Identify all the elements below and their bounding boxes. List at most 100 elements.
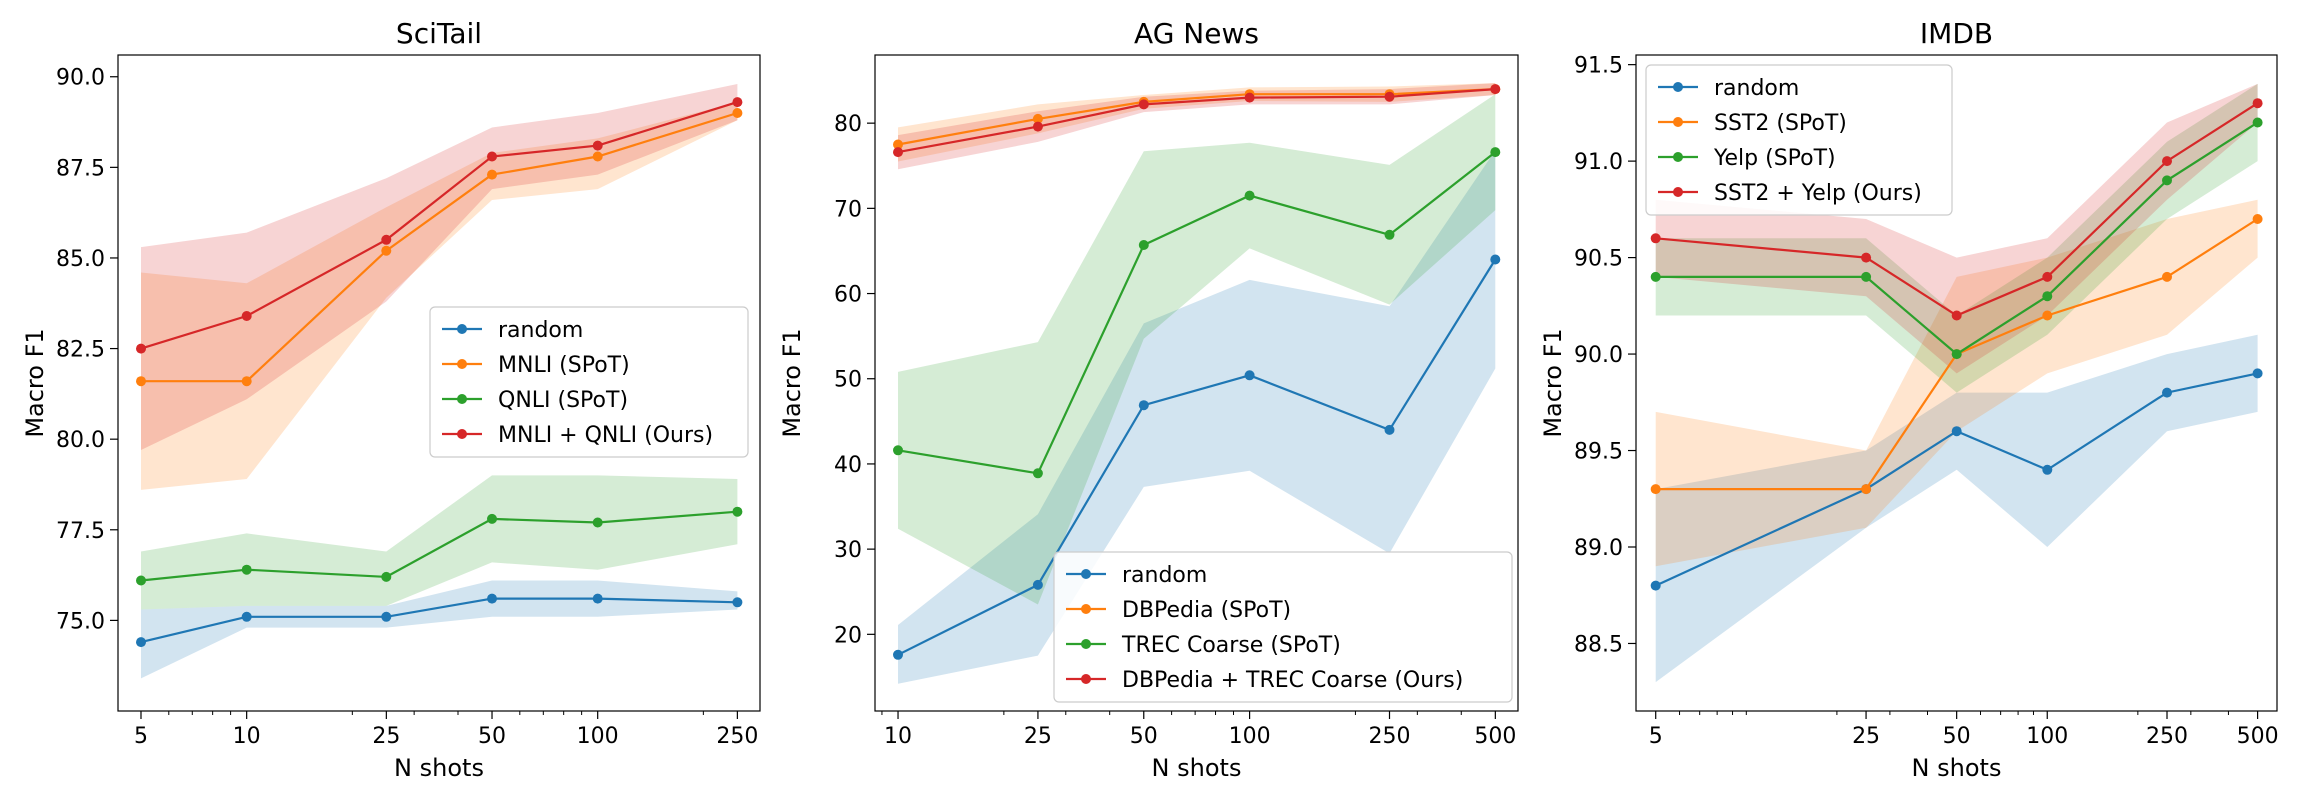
data-point [2252,214,2263,224]
legend-label: QNLI (SPoT) [498,388,628,413]
data-point [136,376,146,387]
y-tick-label: 90.0 [1574,343,1623,368]
series-line-2 [1655,218,2259,491]
data-point [2042,271,2053,282]
data-point [1384,91,1395,102]
legend-marker [1081,604,1091,614]
x-tick-label: 5 [1649,724,1663,749]
legend-marker [1673,187,1683,197]
chart-title: SciTail [396,17,482,50]
data-point [1138,400,1149,411]
data-point [2042,464,2053,475]
legend-label: random [1122,563,1207,588]
data-point [136,637,146,648]
data-point [241,564,252,575]
data-point [487,169,497,180]
data-point [487,593,497,604]
data-point [487,513,497,524]
x-tick-label: 100 [1229,724,1271,749]
y-tick-label: 89.0 [1574,536,1623,561]
x-axis-label: N shots [394,754,484,782]
x-tick-label: 50 [478,724,506,749]
y-tick-label: 90.5 [1574,247,1623,272]
data-point [893,139,903,150]
data-point [893,649,903,660]
data-point [2162,156,2172,167]
data-point [2162,387,2172,398]
band-1 [1655,334,2258,683]
data-point [1861,252,1872,263]
band-3 [1655,83,2258,393]
data-point [1384,424,1395,435]
panel-1: 5 10 25 50 100 250 75.0 77.5 80.0 82.5 85.0 87.5 90.… [21,17,761,782]
data-point [1490,84,1501,95]
series-line-2 [141,111,738,383]
data-point [1244,370,1255,381]
legend-label: Yelp (SPoT) [1713,146,1836,171]
data-point [381,245,392,256]
y-tick-label: 20 [834,623,862,648]
x-tick-label: 100 [2026,724,2068,749]
legend-marker [1081,569,1091,579]
legend-label: SST2 + Yelp (Ours) [1714,181,1922,206]
data-point [1490,254,1501,265]
y-tick-label: 75.0 [56,609,105,634]
legend-marker [457,429,467,439]
x-tick-label: 25 [1024,724,1052,749]
legend-label: DBPedia (SPoT) [1122,598,1291,623]
data-point [2252,117,2263,128]
data-point [893,445,903,456]
y-tick-label: 90.0 [56,66,105,91]
panel-3: 5 25 50 100 250 500 88.5 89.0 89.5 90.0 90.5 91.0 91… [1539,17,2279,782]
series-line-4 [1655,102,2259,317]
chart-title: IMDB [1920,17,1993,50]
data-point [1244,92,1255,103]
band-2 [141,102,738,490]
x-tick-label: 500 [2237,724,2279,749]
data-point [241,611,252,622]
legend-box [429,306,749,458]
y-tick-label: 85.0 [56,247,105,272]
legend: random SST2 (SPoT) Yelp (SPoT) SST2 + Yelp … [1645,64,1953,216]
y-axis-label: Macro F1 [21,328,49,437]
y-axis-label: Macro F1 [778,328,806,437]
legend-marker [457,359,467,369]
legend-label: MNLI (SPoT) [498,353,630,378]
band-1 [141,580,738,679]
data-point [241,311,252,321]
x-tick-label: 5 [134,724,148,749]
x-tick-label: 10 [884,724,912,749]
legend-marker [1081,674,1091,684]
legend-label: DBPedia + TREC Coarse (Ours) [1122,668,1463,693]
legend-label: SST2 (SPoT) [1714,111,1847,136]
y-tick-label: 88.5 [1574,632,1623,657]
series-line-3 [1655,121,2259,356]
y-tick-label: 30 [834,538,862,563]
legend-box [1645,64,1953,216]
data-point [732,506,743,517]
data-point [1244,190,1255,201]
data-point [732,597,743,608]
series-line-1 [140,597,738,644]
legend: random MNLI (SPoT) QNLI (SPoT) MNLI + QNLI … [429,306,749,458]
data-point [2162,175,2172,186]
y-tick-label: 87.5 [56,156,105,181]
data-point [1032,468,1043,479]
y-axis-label: Macro F1 [1539,328,1567,437]
data-point [1951,310,1962,321]
data-point [2042,291,2053,302]
y-tick-label: 40 [834,453,862,478]
axes-frame [117,54,761,712]
x-tick-label: 500 [1474,724,1516,749]
data-point [1032,113,1043,124]
legend-marker [1081,639,1091,649]
y-tick-label: 89.5 [1574,440,1623,465]
data-point [732,108,743,118]
data-point [1650,271,1661,282]
data-point [1032,121,1043,132]
y-tick-label: 82.5 [56,338,105,363]
data-point [592,517,603,528]
legend: random DBPedia (SPoT) TREC Coarse (SPoT) DB… [1053,551,1513,703]
y-tick-label: 50 [834,368,862,393]
data-point [1650,484,1661,495]
